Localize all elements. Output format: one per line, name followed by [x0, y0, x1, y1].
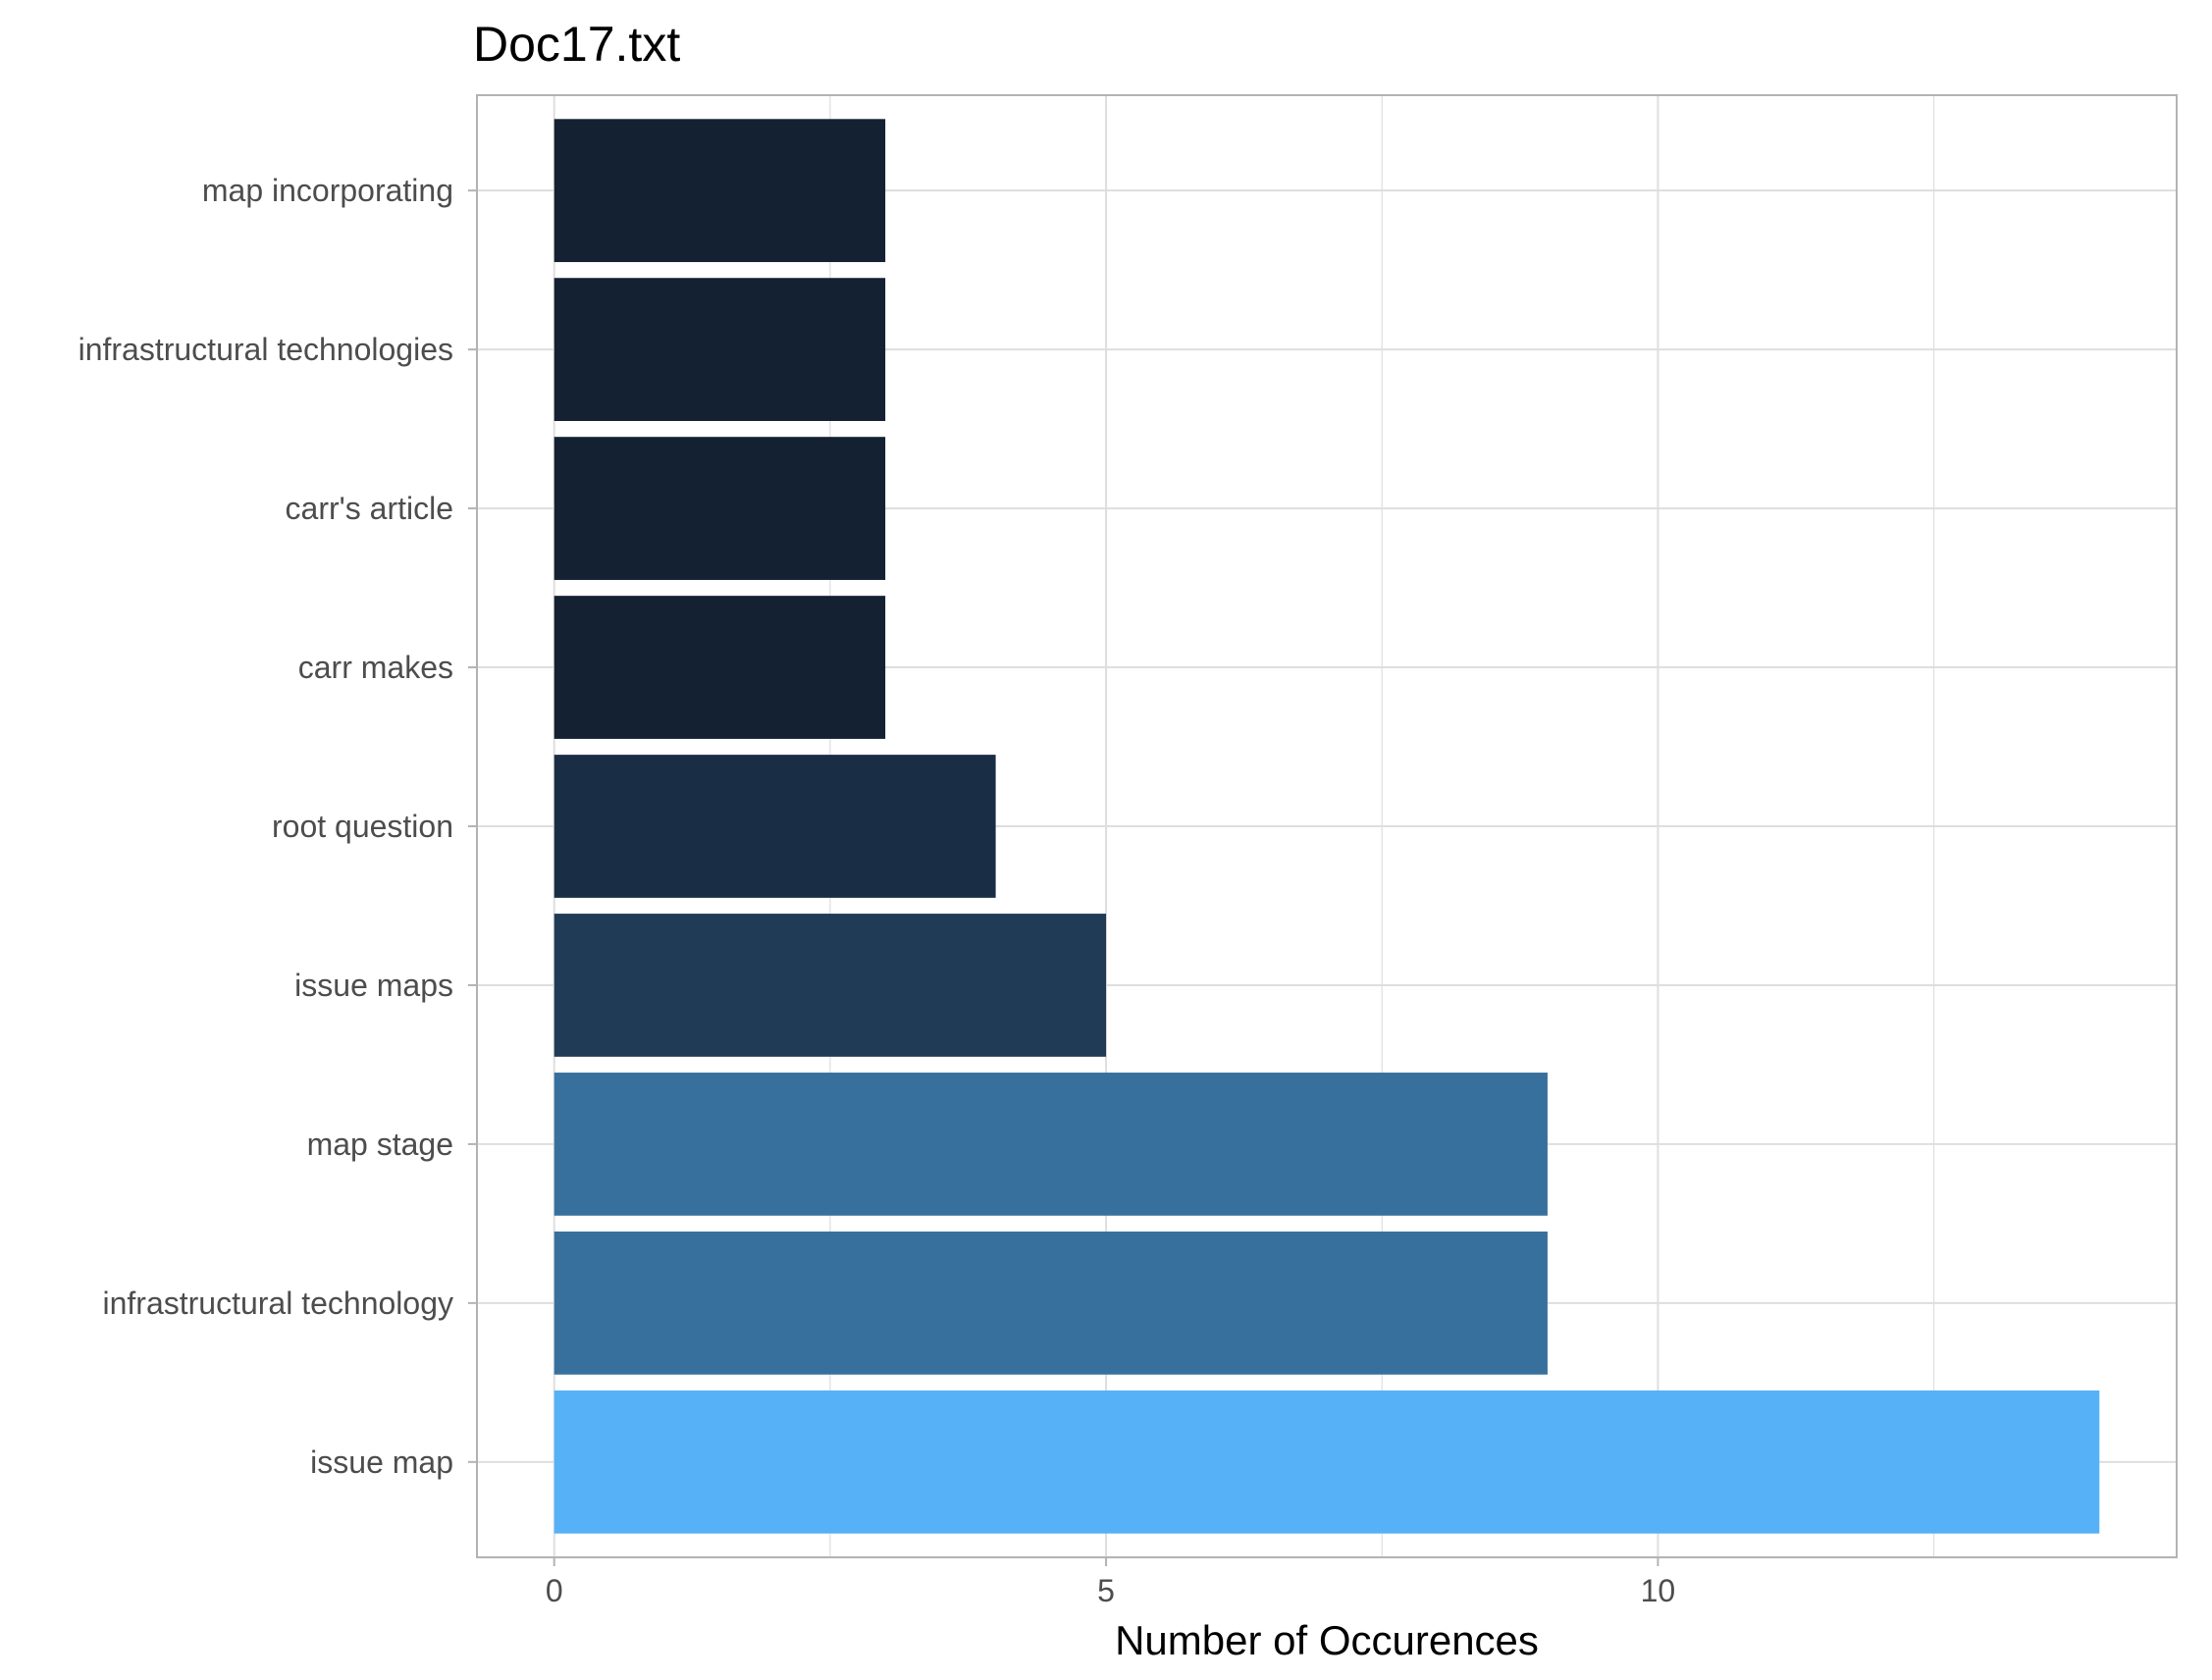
y-tick-label: infrastructural technologies: [79, 332, 453, 367]
axis-layer: map incorporating infrastructural technol…: [79, 173, 1676, 1608]
bar-root-question: [553, 755, 996, 898]
bar-layer: [553, 119, 2100, 1534]
bar-infrastructural-technology: [553, 1231, 1548, 1375]
y-tick-label: carr's article: [286, 491, 453, 526]
bar-map-stage: [553, 1073, 1548, 1216]
chart-title: Doc17.txt: [473, 17, 680, 72]
bar-map-incorporating: [553, 119, 886, 263]
x-tick-label: 5: [1097, 1573, 1115, 1608]
x-tick-label: 0: [546, 1573, 563, 1608]
y-tick-label: infrastructural technology: [102, 1286, 453, 1321]
bar-carr-makes: [553, 596, 886, 739]
bar-infrastructural-technologies: [553, 278, 886, 422]
x-tick-label: 10: [1641, 1573, 1676, 1608]
bar-issue-maps: [553, 914, 1107, 1057]
y-tick-label: map incorporating: [202, 173, 453, 208]
y-tick-label: issue maps: [294, 968, 453, 1003]
bar-issue-map: [553, 1390, 2100, 1534]
y-tick-label: root question: [272, 809, 453, 844]
y-tick-label: carr makes: [298, 650, 453, 685]
bar-carr-s-article: [553, 437, 886, 580]
x-axis-label: Number of Occurences: [1115, 1617, 1539, 1663]
y-tick-label: issue map: [310, 1444, 453, 1480]
y-tick-label: map stage: [307, 1127, 453, 1162]
